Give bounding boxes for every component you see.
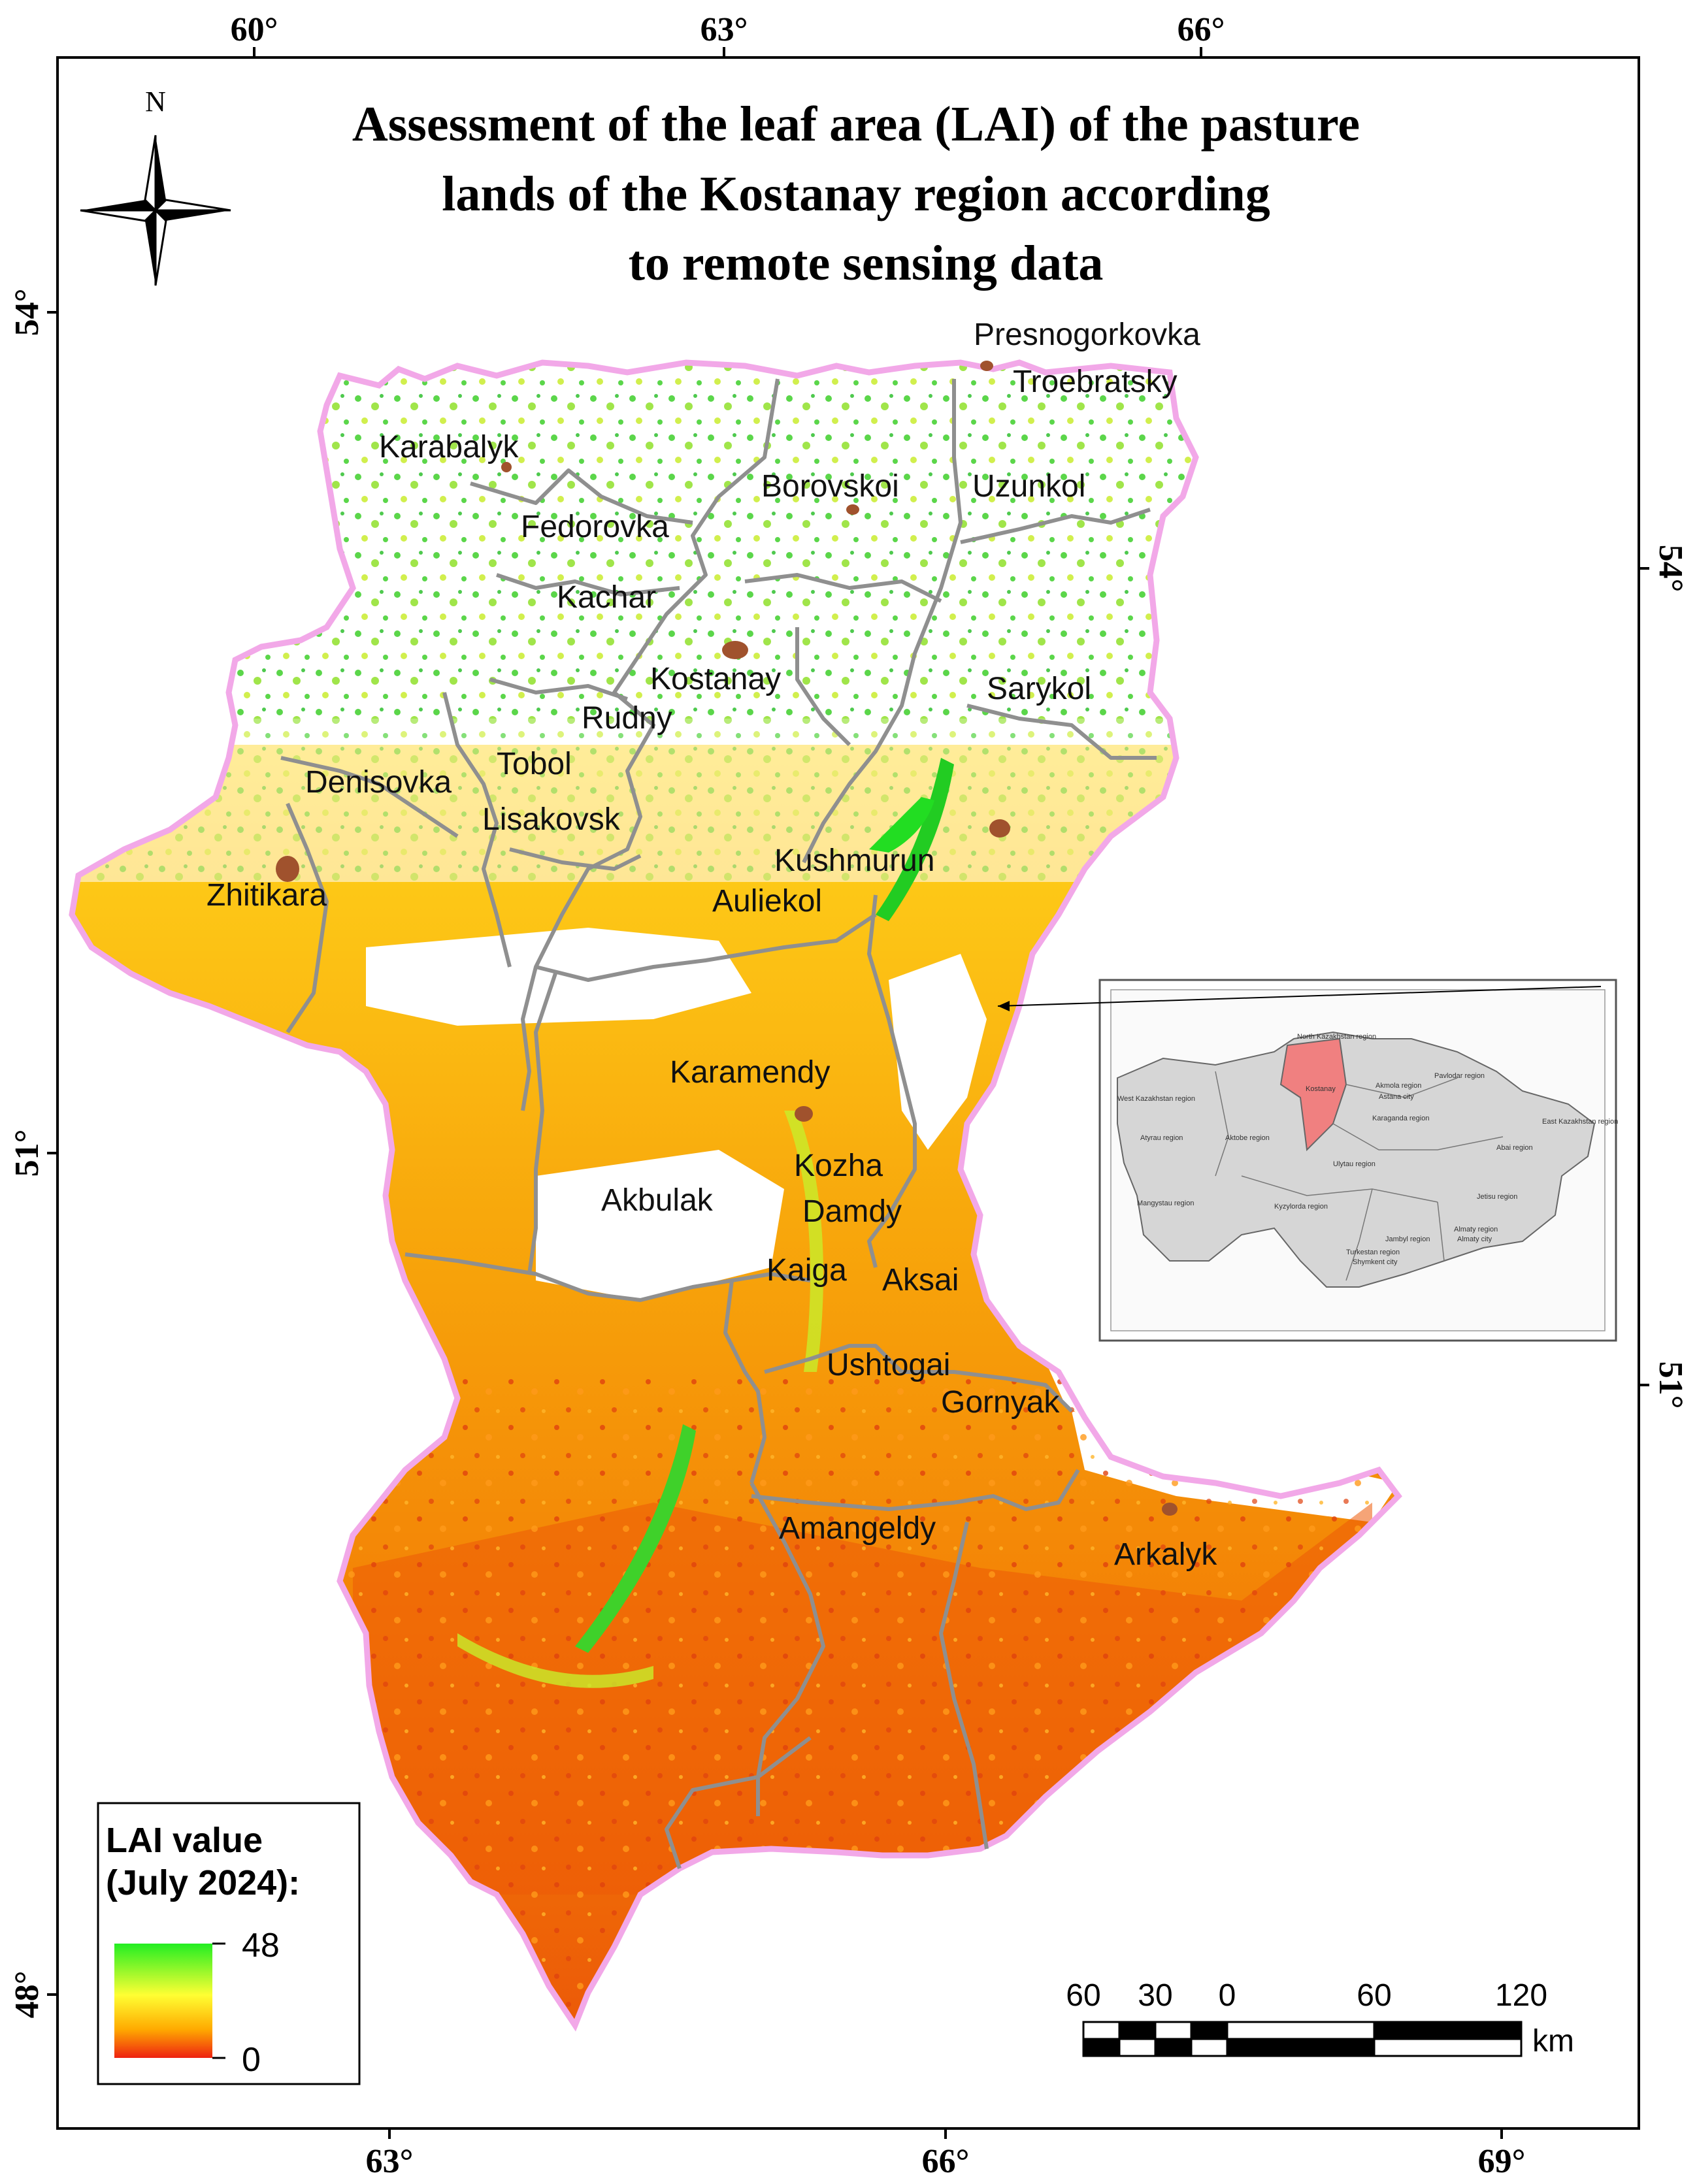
inset-label-akmola: Akmola region <box>1376 1082 1421 1090</box>
place-label-kozha: Kozha <box>794 1149 883 1183</box>
inset-label-almaty-region: Almaty region <box>1454 1226 1498 1233</box>
graticule-ticks <box>47 47 1649 2139</box>
scale-label-30: 30 <box>1138 1978 1172 2013</box>
place-label-kachar: Kachar <box>557 580 656 615</box>
inset-label-abai: Abai region <box>1496 1144 1533 1152</box>
map-title-line-2: lands of the Kostanay region according <box>442 167 1270 221</box>
inset-label-aktobe: Aktobe region <box>1225 1134 1270 1142</box>
place-label-borovskoi: Borovskoi <box>761 469 899 504</box>
inset-label-atyrau: Atyrau region <box>1140 1134 1183 1142</box>
inset-label-jetisu: Jetisu region <box>1477 1193 1517 1201</box>
legend-max-value: 48 <box>242 1927 280 1964</box>
lat-label-right-54: 54° <box>1652 545 1689 593</box>
legend-min-value: 0 <box>242 2041 261 2079</box>
inset-label-pavlodar: Pavlodar region <box>1434 1072 1485 1080</box>
place-label-zhitikara: Zhitikara <box>206 878 327 913</box>
region-outline <box>69 359 1402 2032</box>
settlement-markers <box>276 361 1178 1516</box>
place-label-akbulak: Akbulak <box>601 1183 714 1218</box>
place-label-denisovka: Denisovka <box>305 765 452 800</box>
inset-label-astana-city: Astana city <box>1379 1093 1414 1101</box>
place-label-damdy: Damdy <box>802 1194 902 1229</box>
inset-label-shymkent-city: Shymkent city <box>1353 1258 1398 1266</box>
lon-label-top-60: 60° <box>231 11 278 48</box>
scale-label-120: 120 <box>1495 1978 1547 2013</box>
map-title-line-3: to remote sensing data <box>629 236 1104 291</box>
inset-label-north-kazakhstan: North Kazakhstan region <box>1297 1033 1376 1041</box>
scale-bar: 60 30 0 60 120 km <box>1066 1978 1574 2059</box>
place-labels: Presnogorkovka Troebratsky Karabalyk Bor… <box>206 318 1217 1572</box>
place-label-kostanay: Kostanay <box>650 662 781 696</box>
lake <box>869 797 934 853</box>
lon-label-bottom-69: 69° <box>1478 2143 1526 2180</box>
inset-kostanay-highlight <box>1279 1037 1347 1152</box>
inset-label-turkestan: Turkestan region <box>1346 1248 1400 1256</box>
lon-label-top-63: 63° <box>700 11 748 48</box>
scale-unit: km <box>1532 2024 1574 2059</box>
inset-label-kyzylorda: Kyzylorda region <box>1274 1203 1328 1211</box>
inset-label-almaty-city: Almaty city <box>1457 1235 1492 1243</box>
map-title-line-1: Assessment of the leaf area (LAI) of the… <box>352 97 1360 152</box>
place-label-uzunkol: Uzunkol <box>972 469 1085 504</box>
place-label-lisakovsk: Lisakovsk <box>482 802 621 837</box>
inset-label-jambyl: Jambyl region <box>1385 1235 1430 1243</box>
place-label-ushtogai: Ushtogai <box>827 1348 950 1382</box>
place-label-aksai: Aksai <box>882 1263 959 1297</box>
place-label-kushmurun: Kushmurun <box>774 843 934 878</box>
north-label: N <box>145 86 166 118</box>
lat-label-left-51: 51° <box>8 1130 46 1177</box>
lon-label-bottom-63: 63° <box>366 2143 414 2180</box>
inset-pointer-line <box>997 986 1602 1007</box>
lon-label-top-66: 66° <box>1178 11 1225 48</box>
legend-title-line-2: (July 2024): <box>106 1863 300 1902</box>
place-label-fedorovka: Fedorovka <box>521 510 669 544</box>
place-label-rudny: Rudny <box>582 701 672 736</box>
place-label-karabalyk: Karabalyk <box>379 430 519 465</box>
legend-title-line-1: LAI value <box>106 1821 263 1860</box>
inset-label-karaganda: Karaganda region <box>1372 1115 1429 1122</box>
place-label-amangeldy: Amangeldy <box>779 1511 936 1546</box>
place-label-arkalyk: Arkalyk <box>1114 1537 1217 1572</box>
lat-label-left-54: 54° <box>8 289 46 336</box>
place-label-kaiga: Kaiga <box>766 1253 847 1288</box>
place-label-sarykol: Sarykol <box>987 672 1091 706</box>
inset-label-ulytau: Ulytau region <box>1333 1160 1376 1168</box>
place-label-tobol: Tobol <box>497 747 572 781</box>
inset-label-mangystau: Mangystau region <box>1137 1199 1194 1207</box>
scale-label-0: 0 <box>1219 1978 1236 2013</box>
place-label-presnogorkovka: Presnogorkovka <box>974 318 1200 352</box>
place-label-karamendy: Karamendy <box>670 1055 830 1090</box>
lat-label-right-51: 51° <box>1652 1361 1689 1409</box>
scale-label-60-right: 60 <box>1357 1978 1391 2013</box>
inset-locator-map: North Kazakhstan region Kostanay Akmola … <box>997 979 1618 1342</box>
legend-color-ramp <box>114 1944 212 2058</box>
lon-label-bottom-66: 66° <box>922 2143 970 2180</box>
north-arrow-icon <box>80 135 231 286</box>
lat-label-left-48: 48° <box>8 1971 46 2019</box>
inset-label-kostanay: Kostanay <box>1306 1085 1336 1093</box>
place-label-gornyak: Gornyak <box>941 1385 1060 1420</box>
inset-label-west-kazakhstan: West Kazakhstan region <box>1117 1095 1195 1103</box>
scale-label-60-left: 60 <box>1066 1978 1100 2013</box>
legend: LAI value (July 2024): 48 0 <box>97 1802 361 2085</box>
district-boundaries <box>280 378 1157 1869</box>
place-label-troebratsky: Troebratsky <box>1013 365 1178 399</box>
inset-label-east-kazakhstan: East Kazakhstan region <box>1542 1118 1618 1126</box>
place-label-auliekol: Auliekol <box>712 884 822 919</box>
